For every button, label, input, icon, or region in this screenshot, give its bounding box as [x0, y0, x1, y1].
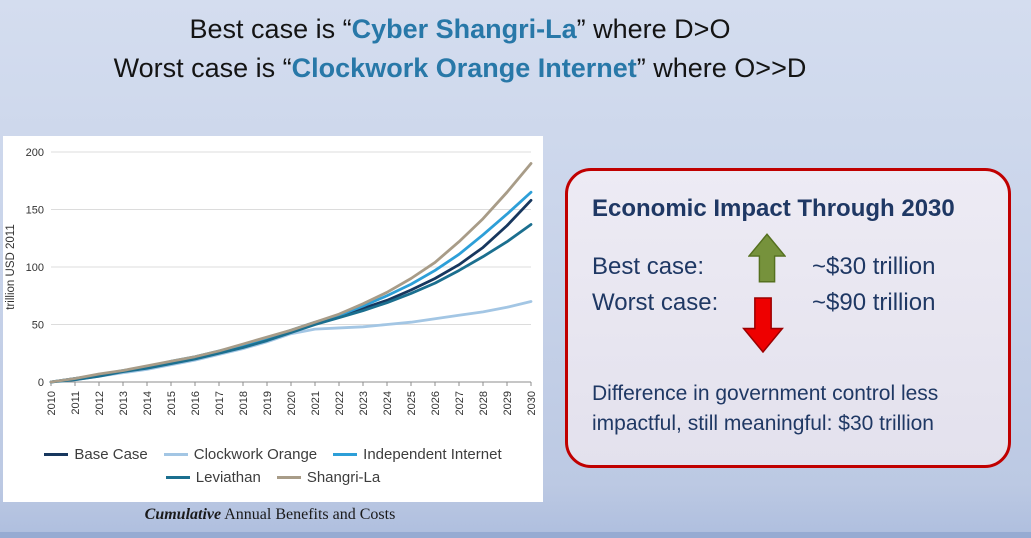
svg-text:200: 200 — [26, 147, 44, 159]
down-arrow-icon — [742, 297, 784, 353]
bottom-strip — [0, 532, 1031, 538]
svg-text:2021: 2021 — [310, 391, 322, 415]
legend-label: Leviathan — [195, 469, 261, 486]
svg-text:2010: 2010 — [46, 391, 58, 415]
svg-text:2016: 2016 — [190, 391, 202, 415]
benefits-chart: 0 50 100 150 200 2010 2011 2012 2013 2014 2015 2016… — [3, 136, 543, 441]
worst-case-value: ~$90 trillion — [812, 289, 936, 316]
title-text: ” where D>O — [576, 14, 731, 44]
title-line-2: Worst case is “Clockwork Orange Internet… — [0, 49, 920, 88]
svg-text:2022: 2022 — [334, 391, 346, 415]
svg-text:2028: 2028 — [478, 391, 490, 415]
up-arrow-icon — [748, 233, 786, 283]
legend-item: Shangri-La — [276, 469, 381, 486]
caption-rest: Annual Benefits and Costs — [221, 506, 396, 523]
best-case-value: ~$30 trillion — [812, 253, 936, 280]
legend-label: Clockwork Orange — [193, 446, 318, 463]
chart-panel: 0 50 100 150 200 2010 2011 2012 2013 2014 2015 2016… — [3, 136, 543, 502]
svg-text:2026: 2026 — [430, 391, 442, 415]
svg-text:2015: 2015 — [166, 391, 178, 415]
svg-text:2011: 2011 — [70, 391, 82, 415]
svg-text:2023: 2023 — [358, 391, 370, 415]
legend-row: Base Case Clockwork Orange Independent Int… — [3, 443, 543, 466]
impact-box: Economic Impact Through 2030 Best case: … — [565, 168, 1011, 468]
title-text: ” where O>>D — [636, 53, 807, 83]
legend-row: Leviathan Shangri-La — [3, 466, 543, 489]
svg-text:2014: 2014 — [142, 391, 154, 415]
worst-case-label: Worst case: — [592, 289, 719, 316]
legend-swatch-icon — [165, 475, 190, 480]
caption-italic: Cumulative — [144, 506, 222, 523]
svg-text:150: 150 — [26, 205, 44, 217]
title-line-1: Best case is “Cyber Shangri-La” where D>… — [0, 10, 920, 49]
impact-note-line-2: impactful, still meaningful: $30 trillio… — [592, 412, 934, 435]
legend-item: Clockwork Orange — [163, 446, 318, 463]
title-text: Best case is “ — [189, 14, 352, 44]
svg-text:50: 50 — [32, 320, 44, 332]
svg-text:trillion USD 2011: trillion USD 2011 — [5, 224, 17, 309]
svg-text:0: 0 — [38, 377, 44, 389]
legend-item: Leviathan — [165, 469, 261, 486]
svg-text:2030: 2030 — [526, 391, 538, 415]
legend-label: Shangri-La — [306, 469, 381, 486]
impact-box-title: Economic Impact Through 2030 — [592, 195, 955, 222]
legend-swatch-icon — [276, 475, 301, 480]
legend-label: Independent Internet — [363, 446, 502, 463]
svg-text:2012: 2012 — [94, 391, 106, 415]
legend-swatch-icon — [163, 452, 188, 457]
impact-note-line-1: Difference in government control less — [592, 382, 939, 405]
svg-text:2029: 2029 — [502, 391, 514, 415]
title-highlight-shangri-la: Cyber Shangri-La — [351, 14, 577, 44]
title-highlight-clockwork: Clockwork Orange Internet — [291, 53, 637, 83]
slide-title: Best case is “Cyber Shangri-La” where D>… — [0, 10, 920, 88]
legend-label: Base Case — [74, 446, 148, 463]
legend-swatch-icon — [44, 452, 69, 457]
legend-swatch-icon — [333, 452, 358, 457]
best-case-label: Best case: — [592, 253, 705, 280]
svg-text:2020: 2020 — [286, 391, 298, 415]
legend-item: Independent Internet — [333, 446, 502, 463]
svg-text:2025: 2025 — [406, 391, 418, 415]
svg-text:100: 100 — [26, 262, 44, 274]
chart-caption: Cumulative Annual Benefits and Costs — [10, 506, 530, 524]
svg-text:2027: 2027 — [454, 391, 466, 415]
svg-text:2019: 2019 — [262, 391, 274, 415]
svg-text:2024: 2024 — [382, 391, 394, 415]
svg-text:2017: 2017 — [214, 391, 226, 415]
svg-text:2013: 2013 — [118, 391, 130, 415]
svg-text:2018: 2018 — [238, 391, 250, 415]
chart-legend: Base Case Clockwork Orange Independent Int… — [3, 443, 543, 489]
legend-item: Base Case — [44, 446, 148, 463]
title-text: Worst case is “ — [113, 53, 292, 83]
impact-note: Difference in government control less im… — [592, 379, 938, 439]
